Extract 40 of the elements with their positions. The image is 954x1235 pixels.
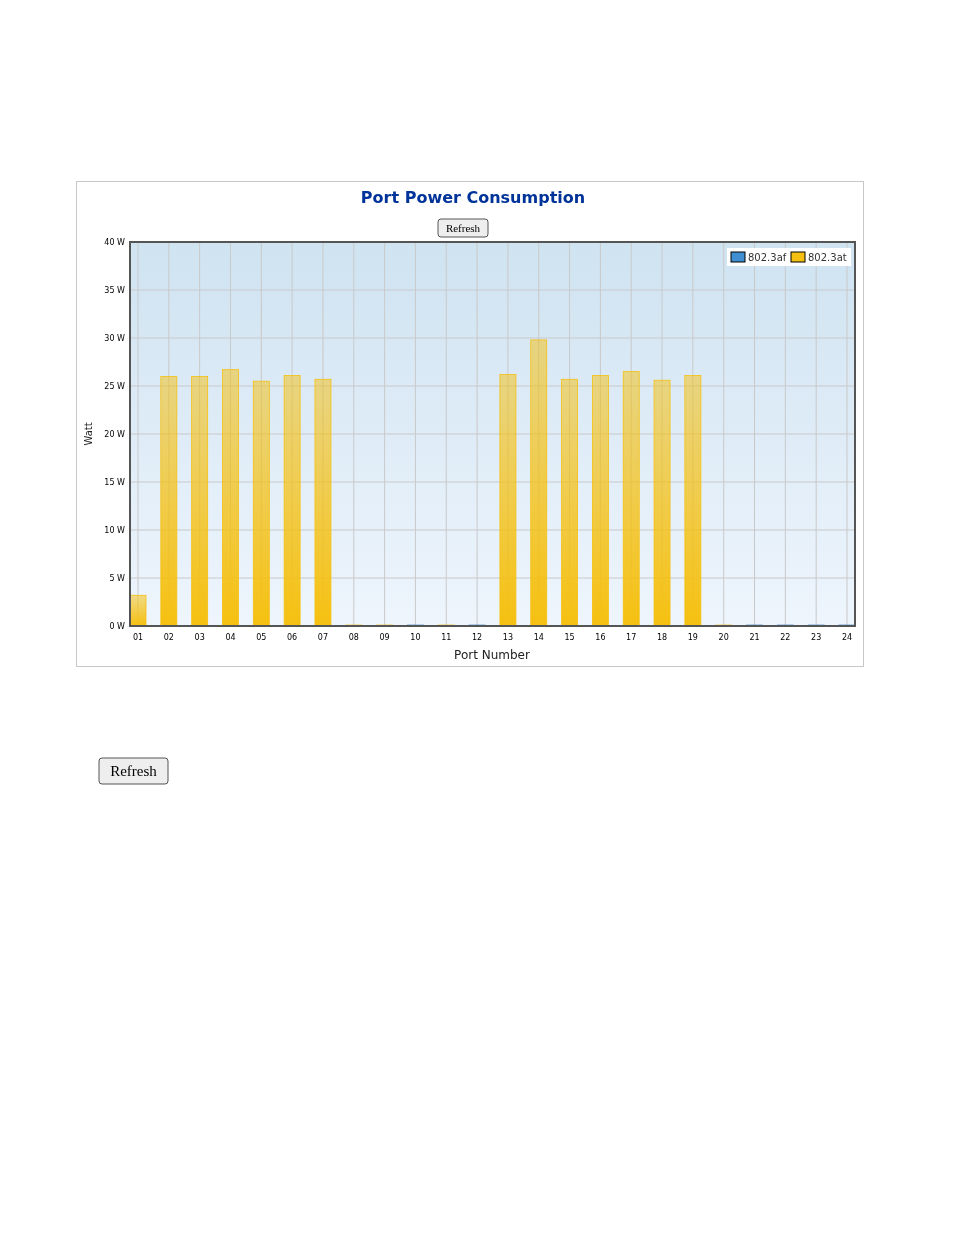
x-tick-label: 14 xyxy=(533,633,544,642)
legend-label: 802.3at xyxy=(808,251,847,263)
x-tick-label: 20 xyxy=(718,633,729,642)
x-tick-label: 03 xyxy=(194,633,205,642)
x-tick-label: 21 xyxy=(749,633,760,642)
y-tick-label: 40 W xyxy=(104,237,126,247)
x-tick-label: 17 xyxy=(626,633,637,642)
x-tick-label: 01 xyxy=(132,633,144,642)
x-tick-label: 04 xyxy=(225,633,236,642)
x-tick-label: 05 xyxy=(256,633,267,642)
y-tick-label: 20 W xyxy=(104,429,126,439)
x-tick-label: 10 xyxy=(410,633,421,642)
y-tick-label: 15 W xyxy=(104,477,126,487)
x-tick-label: 19 xyxy=(687,633,698,642)
x-tick-label: 16 xyxy=(595,633,606,642)
y-tick-label: 25 W xyxy=(104,381,126,391)
y-tick-label: 10 W xyxy=(104,525,126,535)
x-tick-label: 22 xyxy=(780,633,791,642)
x-tick-label: 23 xyxy=(811,633,822,642)
refresh-button: Refresh xyxy=(98,757,169,785)
y-tick-label: 0 W xyxy=(109,621,126,631)
legend-label: 802.3af xyxy=(748,251,787,263)
refresh-button: Refresh xyxy=(437,218,489,238)
x-tick-label: 24 xyxy=(841,633,853,642)
y-tick-label: 5 W xyxy=(109,573,126,583)
y-tick-label: 35 W xyxy=(104,285,126,295)
y-axis-title: Watt xyxy=(83,422,94,446)
x-tick-label: 13 xyxy=(502,633,514,642)
x-tick-label: 08 xyxy=(348,633,359,642)
chart-title: Port Power Consumption xyxy=(360,188,586,207)
x-tick-label: 07 xyxy=(317,633,329,642)
x-tick-label: 06 xyxy=(287,633,298,642)
x-tick-label: 09 xyxy=(379,633,390,642)
x-tick-label: 11 xyxy=(441,633,452,642)
x-tick-label: 18 xyxy=(656,633,668,642)
x-tick-label: 15 xyxy=(564,633,575,642)
x-axis-title: Port Number xyxy=(454,648,530,662)
x-tick-label: 02 xyxy=(163,633,174,642)
y-tick-label: 30 W xyxy=(104,333,126,343)
x-tick-label: 12 xyxy=(471,633,483,642)
